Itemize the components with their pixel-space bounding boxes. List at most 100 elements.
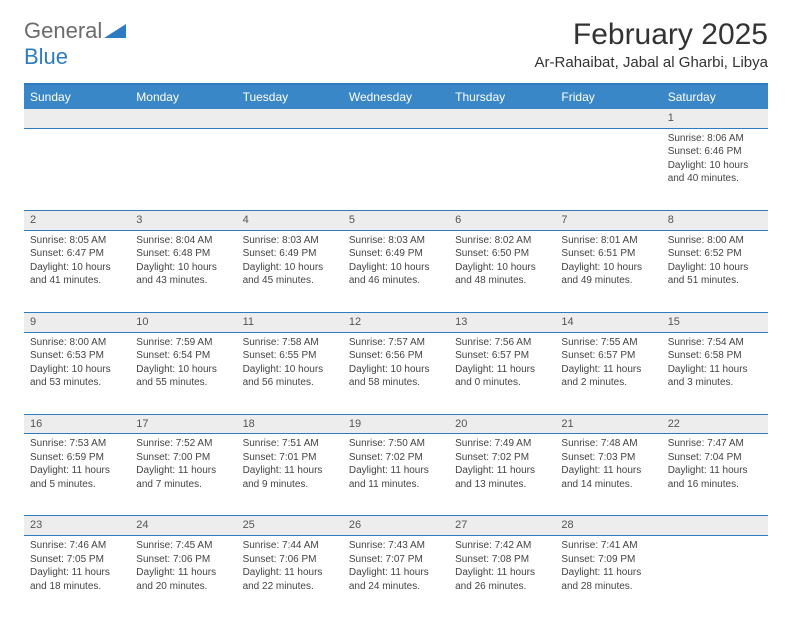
daylight-text: Daylight: 11 hours and 16 minutes. [668,465,748,490]
daylight-text: Daylight: 11 hours and 20 minutes. [136,567,216,592]
sunset-text: Sunset: 6:51 PM [561,248,635,259]
sunset-text: Sunset: 7:00 PM [136,452,210,463]
sunrise-text: Sunrise: 8:00 AM [668,235,744,246]
sunrise-text: Sunrise: 7:59 AM [136,337,212,348]
daylight-text: Daylight: 11 hours and 26 minutes. [455,567,535,592]
brand-text: General Blue [24,18,126,70]
day-detail: Sunrise: 7:57 AMSunset: 6:56 PMDaylight:… [343,332,449,414]
day-number: 6 [449,210,555,230]
day-number: 21 [555,414,661,434]
daylight-text: Daylight: 11 hours and 2 minutes. [561,364,641,389]
day-detail: Sunrise: 7:45 AMSunset: 7:06 PMDaylight:… [130,536,236,618]
sunrise-text: Sunrise: 7:53 AM [30,438,106,449]
daylight-text: Daylight: 11 hours and 0 minutes. [455,364,535,389]
daylight-text: Daylight: 10 hours and 45 minutes. [243,262,324,287]
sunrise-text: Sunrise: 7:58 AM [243,337,319,348]
day-number: 27 [449,516,555,536]
day-detail [24,128,130,210]
day-detail: Sunrise: 7:43 AMSunset: 7:07 PMDaylight:… [343,536,449,618]
sunrise-text: Sunrise: 7:41 AM [561,540,637,551]
day-detail: Sunrise: 7:41 AM Sunset: 7:09 PM Daylight:… [555,536,661,618]
day-detail [555,128,661,210]
sunrise-text: Sunrise: 8:00 AM [30,337,106,348]
sunset-text: Sunset: 6:53 PM [30,350,104,361]
day-detail: Sunrise: 8:06 AMSunset: 6:46 PMDaylight:… [662,128,768,210]
day-detail: Sunrise: 7:49 AMSunset: 7:02 PMDaylight:… [449,434,555,516]
calendar-head: SundayMondayTuesdayWednesdayThursdayFrid… [24,84,768,109]
sunrise-text: Sunrise: 7:46 AM [30,540,106,551]
dayname-monday: Monday [130,84,236,109]
day-detail: Sunrise: 8:02 AMSunset: 6:50 PMDaylight:… [449,230,555,312]
daynum-row: 1 [24,109,768,128]
sunset-text: Sunset: 6:52 PM [668,248,742,259]
daylight-text: Daylight: 10 hours and 55 minutes. [136,364,217,389]
daylight-text: Daylight: 10 hours and 49 minutes. [561,262,642,287]
daylight-text: Daylight: 10 hours and 58 minutes. [349,364,430,389]
day-number: 15 [662,312,768,332]
day-detail [449,128,555,210]
sunrise-text: Sunrise: 7:47 AM [668,438,744,449]
daylight-text: Daylight: 10 hours and 51 minutes. [668,262,749,287]
day-detail: Sunrise: 7:58 AMSunset: 6:55 PMDaylight:… [237,332,343,414]
day-detail: Sunrise: 7:56 AM Sunset: 6:57 PM Daylight:… [449,332,555,414]
sunset-text: Sunset: 7:08 PM [455,554,529,565]
sunrise-text: Sunrise: 7:45 AM [136,540,212,551]
sunrise-text: Sunrise: 7:50 AM [349,438,425,449]
day-number: 19 [343,414,449,434]
brand-part1: General [24,18,102,43]
title-block: February 2025 Ar-Rahaibat, Jabal al Ghar… [535,18,768,71]
sunset-text: Sunset: 6:48 PM [136,248,210,259]
daylight-text: Daylight: 11 hours and 22 minutes. [243,567,323,592]
daylight-text: Daylight: 11 hours and 28 minutes. [561,567,641,592]
sunset-text: Sunset: 6:57 PM [561,350,635,361]
daylight-text: Daylight: 11 hours and 7 minutes. [136,465,216,490]
day-detail: Sunrise: 8:00 AM Sunset: 6:52 PM Daylight:… [662,230,768,312]
day-detail: Sunrise: 7:54 AMSunset: 6:58 PMDaylight:… [662,332,768,414]
sunrise-text: Sunrise: 7:57 AM [349,337,425,348]
sunrise-text: Sunrise: 7:48 AM [561,438,637,449]
sunset-text: Sunset: 7:03 PM [561,452,635,463]
sunset-text: Sunset: 6:57 PM [455,350,529,361]
sunset-text: Sunset: 6:59 PM [30,452,104,463]
day-number [662,516,768,536]
dayname-saturday: Saturday [662,84,768,109]
daynum-row: 16171819202122 [24,414,768,434]
day-detail: Sunrise: 8:05 AMSunset: 6:47 PMDaylight:… [24,230,130,312]
sunset-text: Sunset: 7:02 PM [349,452,423,463]
day-number: 13 [449,312,555,332]
daylight-text: Daylight: 11 hours and 14 minutes. [561,465,641,490]
sunset-text: Sunset: 6:47 PM [30,248,104,259]
sunrise-text: Sunrise: 8:02 AM [455,235,531,246]
day-number: 17 [130,414,236,434]
day-detail: Sunrise: 8:03 AMSunset: 6:49 PMDaylight:… [237,230,343,312]
daylight-text: Daylight: 11 hours and 5 minutes. [30,465,110,490]
day-number [237,109,343,128]
day-number [555,109,661,128]
day-detail: Sunrise: 7:46 AMSunset: 7:05 PMDaylight:… [24,536,130,618]
daylight-text: Daylight: 10 hours and 56 minutes. [243,364,324,389]
day-number: 11 [237,312,343,332]
day-detail: Sunrise: 8:04 AMSunset: 6:48 PMDaylight:… [130,230,236,312]
sunset-text: Sunset: 7:09 PM [561,554,635,565]
sunrise-text: Sunrise: 7:56 AM [455,337,531,348]
sunrise-text: Sunrise: 8:01 AM [561,235,637,246]
sunset-text: Sunset: 7:02 PM [455,452,529,463]
day-number: 14 [555,312,661,332]
day-detail: Sunrise: 7:51 AMSunset: 7:01 PMDaylight:… [237,434,343,516]
daylight-text: Daylight: 10 hours and 41 minutes. [30,262,111,287]
detail-row: Sunrise: 8:05 AMSunset: 6:47 PMDaylight:… [24,230,768,312]
day-number: 7 [555,210,661,230]
month-title: February 2025 [535,18,768,52]
daylight-text: Daylight: 11 hours and 18 minutes. [30,567,110,592]
day-number: 2 [24,210,130,230]
daylight-text: Daylight: 10 hours and 48 minutes. [455,262,536,287]
brand-triangle-icon [104,24,126,38]
daylight-text: Daylight: 11 hours and 9 minutes. [243,465,323,490]
day-detail: Sunrise: 7:42 AMSunset: 7:08 PMDaylight:… [449,536,555,618]
location-text: Ar-Rahaibat, Jabal al Gharbi, Libya [535,54,768,71]
day-number: 24 [130,516,236,536]
calendar-body: 1 Sunrise: 8:06 AMSunset: 6:46 PMDayligh… [24,109,768,618]
calendar-table: SundayMondayTuesdayWednesdayThursdayFrid… [24,83,768,618]
day-detail: Sunrise: 7:59 AM Sunset: 6:54 PM Daylight:… [130,332,236,414]
sunset-text: Sunset: 6:54 PM [136,350,210,361]
